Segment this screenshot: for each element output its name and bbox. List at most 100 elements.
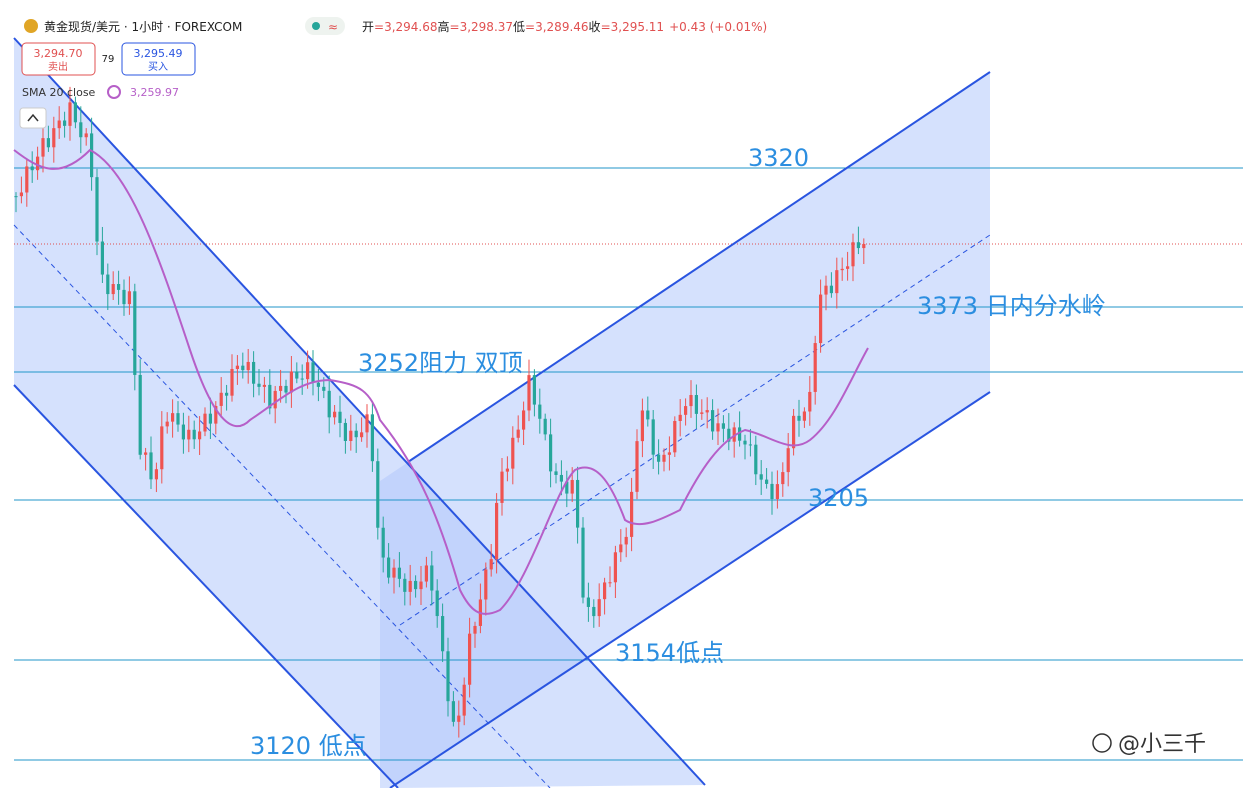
candle-body xyxy=(25,166,29,193)
candle-body xyxy=(322,386,326,391)
candle-body xyxy=(14,196,18,198)
candle-body xyxy=(716,423,720,432)
candle-body xyxy=(511,437,515,469)
annotation: 3252阻力 双顶 xyxy=(358,349,523,377)
candle-body xyxy=(316,382,320,387)
channel-mid-lines xyxy=(13,224,991,788)
candle-body xyxy=(127,291,131,305)
sell-button[interactable] xyxy=(21,42,96,76)
candle-body xyxy=(219,392,223,406)
candle-body xyxy=(403,578,407,592)
candle-body xyxy=(408,580,412,592)
candle-body xyxy=(748,444,752,446)
candle-body xyxy=(365,414,369,433)
candle-body xyxy=(856,242,860,249)
candle-body xyxy=(279,385,283,391)
candle-body xyxy=(160,426,164,470)
candle-body xyxy=(846,266,850,269)
candle-body xyxy=(640,410,644,442)
candle-body xyxy=(100,241,104,275)
candle-body xyxy=(230,368,234,396)
candle-body xyxy=(376,461,380,528)
candle-body xyxy=(354,430,358,438)
candle-body xyxy=(349,430,353,442)
candle-body xyxy=(565,481,569,494)
collapse-button[interactable] xyxy=(19,107,47,129)
candle-body xyxy=(306,362,310,380)
candle-body xyxy=(689,395,693,407)
candle-body xyxy=(624,536,628,545)
candle-body xyxy=(268,384,272,409)
candle-body xyxy=(586,597,590,607)
candle-body xyxy=(387,557,391,578)
candle-body xyxy=(808,391,812,412)
ohlc-label: 收 xyxy=(589,20,601,34)
candle-body xyxy=(505,468,509,472)
candle-body xyxy=(95,177,99,242)
candle-body xyxy=(765,479,769,484)
status-badge xyxy=(305,17,345,35)
status-dot xyxy=(312,22,320,30)
candle-body xyxy=(851,242,855,267)
candle-body xyxy=(370,414,374,462)
candle-body xyxy=(646,410,650,420)
candle-body xyxy=(484,569,488,600)
candle-body xyxy=(522,410,526,430)
candle-body xyxy=(835,270,839,294)
candle-body xyxy=(225,392,229,396)
candle-body xyxy=(154,469,158,480)
candle-body xyxy=(57,120,61,129)
channel-line xyxy=(407,71,991,463)
ohlc-value: =3,295.11 xyxy=(601,20,665,34)
candle-body xyxy=(397,567,401,579)
candle-body xyxy=(462,684,466,716)
candle-body xyxy=(68,102,72,126)
candle-body xyxy=(468,633,472,685)
indicator-icon xyxy=(107,85,121,99)
candle-body xyxy=(214,405,218,424)
candle-body xyxy=(414,580,418,590)
candle-body xyxy=(732,427,736,442)
candle-body xyxy=(829,285,833,294)
candle-body xyxy=(792,415,796,449)
candle-body xyxy=(597,599,601,617)
candle-body xyxy=(122,289,126,305)
candle-body xyxy=(111,284,115,295)
candle-body xyxy=(181,424,185,440)
annotation: 3120 低点 xyxy=(250,732,367,760)
candle-body xyxy=(241,365,245,371)
candle-body xyxy=(667,452,671,455)
candle-body xyxy=(284,385,288,393)
status-icon: ≈ xyxy=(328,20,338,34)
candle-body xyxy=(819,294,823,344)
candle-body xyxy=(273,390,277,409)
ohlc-label: 开 xyxy=(362,20,374,34)
candle-body xyxy=(36,156,40,171)
candle-body xyxy=(543,418,547,435)
candle-body xyxy=(797,415,801,421)
candle-body xyxy=(592,606,596,617)
candle-body xyxy=(198,431,202,440)
candle-body xyxy=(489,559,493,570)
candle-body xyxy=(694,395,698,414)
candle-body xyxy=(30,166,34,171)
candle-body xyxy=(581,527,585,598)
symbol: 黄金现货/美元 · 1小时 · FOREXCOM xyxy=(44,19,242,34)
buy-button[interactable] xyxy=(121,42,196,76)
candle-body xyxy=(338,411,342,423)
candle-body xyxy=(138,374,142,455)
candle-body xyxy=(203,413,207,432)
candle-body xyxy=(419,581,423,590)
collapse-icon xyxy=(27,113,39,122)
candle-body xyxy=(721,423,725,429)
candle-body xyxy=(300,378,304,380)
candle-body xyxy=(289,371,293,393)
candle-body xyxy=(554,471,558,475)
candle-body xyxy=(208,413,212,424)
candle-body xyxy=(441,616,445,652)
candle-body xyxy=(392,567,396,578)
candle-body xyxy=(657,454,661,462)
candle-body xyxy=(711,410,715,432)
